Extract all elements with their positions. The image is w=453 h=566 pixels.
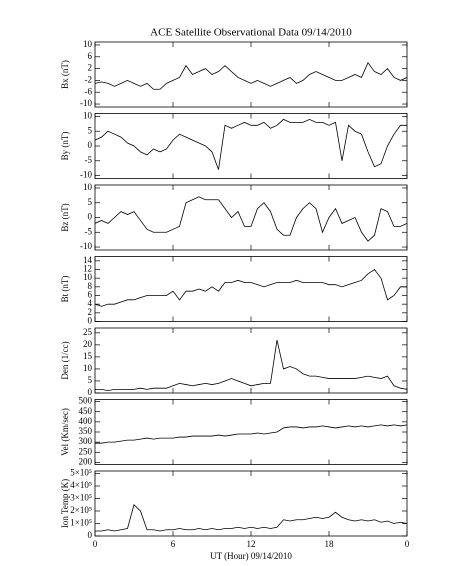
y-tick-label: 0 (88, 387, 93, 397)
y-tick-label: -2 (85, 74, 93, 84)
y-axis-label: Ion Temp (K) (60, 479, 70, 528)
y-tick-label: 3×10⁵ (70, 493, 92, 503)
y-tick-label: 12 (83, 264, 92, 274)
y-axis-label: Bt (nT) (60, 276, 70, 303)
y-tick-label: 5 (88, 197, 93, 207)
y-tick-label: -10 (80, 241, 92, 251)
y-tick-label: 10 (83, 272, 93, 282)
y-tick-label: -5 (85, 226, 93, 236)
data-line (95, 424, 408, 444)
data-line (95, 503, 408, 532)
y-tick-label: 400 (79, 416, 93, 426)
y-tick-label: 0 (88, 316, 93, 326)
y-tick-label: 5 (88, 375, 93, 385)
y-tick-label: 0 (88, 140, 93, 150)
y-tick-label: -6 (85, 86, 93, 96)
y-tick-label: 10 (83, 363, 93, 373)
y-axis-label: Vel (Km/sec) (60, 408, 70, 456)
x-tick-label: 0 (93, 539, 98, 549)
x-tick-label: 6 (171, 539, 176, 549)
y-tick-label: 10 (83, 111, 93, 121)
y-tick-label: 20 (83, 339, 93, 349)
y-tick-label: 10 (83, 39, 93, 49)
y-tick-label: 0 (88, 212, 93, 222)
y-tick-label: 6 (88, 290, 93, 300)
y-tick-label: 1×10⁵ (70, 518, 92, 528)
data-line (95, 339, 408, 391)
y-axis-label: Bz (nT) (60, 203, 70, 231)
y-tick-label: 500 (79, 396, 93, 406)
y-tick-label: 25 (83, 327, 93, 337)
y-tick-label: 2×10⁵ (70, 505, 92, 515)
y-tick-label: 250 (79, 446, 93, 456)
data-line (94, 61, 408, 90)
x-tick-label: 18 (325, 539, 335, 549)
y-tick-label: 2 (88, 63, 93, 73)
data-line (94, 118, 407, 170)
y-tick-label: 6 (88, 51, 93, 61)
y-tick-label: 15 (83, 351, 93, 361)
data-line (94, 196, 408, 242)
y-axis-label: By (nT) (60, 132, 70, 161)
y-tick-label: 5×10⁵ (70, 468, 92, 478)
y-tick-label: 8 (88, 281, 93, 291)
data-line (94, 268, 407, 307)
y-tick-label: 200 (79, 457, 93, 467)
y-tick-label: 5 (88, 125, 93, 135)
y-tick-label: 300 (79, 436, 93, 446)
y-axis-label: Bx (nT) (60, 60, 70, 89)
y-tick-label: -10 (80, 170, 92, 180)
y-tick-label: 2 (88, 307, 93, 317)
x-tick-label: 12 (247, 539, 256, 549)
y-tick-label: 450 (79, 406, 93, 416)
y-tick-label: 350 (79, 426, 93, 436)
y-tick-label: -10 (80, 98, 92, 108)
y-axis-label: Den (1/cc) (60, 341, 70, 379)
y-tick-label: 4×10⁵ (70, 480, 92, 490)
chart-title: ACE Satellite Observational Data 09/14/2… (150, 27, 352, 39)
y-tick-label: 0 (88, 530, 93, 540)
x-tick-label: 0 (405, 539, 410, 549)
y-tick-label: 4 (88, 298, 93, 308)
y-tick-label: 14 (83, 255, 93, 265)
x-axis-label: UT (Hour) 09/14/2010 (210, 551, 292, 561)
y-tick-label: -5 (85, 155, 93, 165)
y-tick-label: 10 (83, 182, 93, 192)
